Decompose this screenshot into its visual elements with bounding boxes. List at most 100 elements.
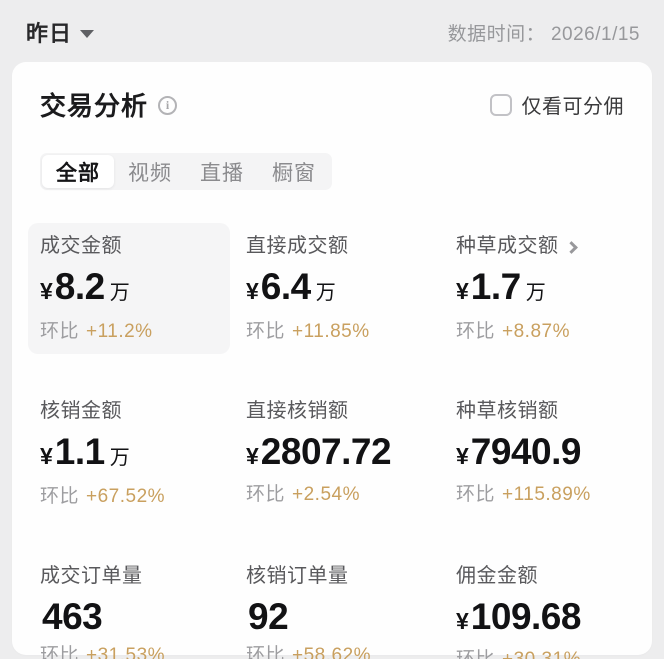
currency-symbol: ¥: [246, 278, 259, 304]
change-label: 环比: [456, 321, 496, 342]
change-value: +2.54%: [292, 484, 360, 505]
metric-value: 92: [246, 597, 428, 637]
metric-value: ¥1.1 万: [40, 432, 218, 478]
metric-label: 直接成交额: [246, 235, 349, 257]
metric-change: 环比 +58.62%: [246, 643, 428, 659]
currency-symbol: ¥: [40, 278, 53, 304]
metric-number: 1.7: [470, 266, 521, 307]
commission-filter[interactable]: 仅看可分佣: [489, 90, 625, 119]
metric-redeemed-amount[interactable]: 核销金额 ¥1.1 万 环比 +67.52%: [28, 388, 230, 519]
metric-value: ¥1.7 万: [456, 267, 624, 313]
metric-label: 核销金额: [40, 400, 122, 422]
metric-seeding-deal-amount[interactable]: 种草成交额 ¥1.7 万 环比 +8.87%: [444, 223, 636, 354]
metric-deal-amount[interactable]: 成交金额 ¥8.2 万 环比 +11.2%: [28, 223, 230, 354]
currency-symbol: ¥: [40, 443, 53, 469]
change-label: 环比: [246, 645, 286, 659]
unit-suffix: 万: [315, 282, 336, 304]
unit-suffix: 万: [525, 282, 546, 304]
card-header: 交易分析 仅看可分佣: [40, 86, 624, 123]
metric-direct-redeemed-amount[interactable]: 直接核销额 ¥2807.72 环比 +2.54%: [234, 388, 440, 519]
change-label: 环比: [40, 321, 80, 342]
metric-number: 109.68: [470, 596, 582, 637]
tab-live-label: 直播: [200, 161, 244, 185]
metric-label: 种草核销额: [456, 400, 559, 422]
unit-suffix: 万: [109, 447, 130, 469]
metric-redeemed-orders[interactable]: 核销订单量 92 环比 +58.62%: [234, 553, 440, 659]
change-value: +11.85%: [292, 321, 370, 342]
metric-change: 环比 +11.2%: [40, 319, 218, 344]
currency-symbol: ¥: [456, 278, 469, 304]
top-bar: 昨日 数据时间： 2026/1/15: [0, 0, 664, 62]
metric-value: ¥2807.72: [246, 432, 428, 476]
change-label: 环比: [246, 484, 286, 505]
metric-number: 2807.72: [260, 431, 392, 472]
change-value: +30.31%: [502, 647, 581, 659]
tab-all-label: 全部: [56, 161, 100, 185]
change-value: +115.89%: [502, 484, 591, 505]
metric-value: ¥7940.9: [456, 432, 624, 476]
metric-change: 环比 +11.85%: [246, 319, 428, 344]
metric-label: 种草成交额: [456, 233, 624, 260]
metric-value: ¥109.68: [456, 597, 624, 641]
change-label: 环比: [40, 645, 80, 659]
change-label: 环比: [456, 484, 496, 505]
metric-change: 环比 +2.54%: [246, 482, 428, 507]
caret-down-icon: [80, 29, 95, 38]
currency-symbol: ¥: [456, 443, 469, 469]
metric-label-text: 种草成交额: [456, 235, 559, 257]
transaction-analysis-card: 交易分析 仅看可分佣 全部 视频 直播 橱窗 成交金额 ¥8.2万 环比: [12, 62, 652, 659]
date-range-label: 昨日: [26, 21, 73, 46]
metric-label: 成交金额: [40, 235, 122, 257]
channel-tabs: 全部 视频 直播 橱窗: [40, 153, 332, 190]
change-label: 环比: [456, 647, 495, 659]
metric-deal-orders[interactable]: 成交订单量 463 环比 +31.53%: [28, 553, 230, 659]
metric-label: 佣金金额: [456, 565, 538, 587]
metric-direct-deal-amount[interactable]: 直接成交额 ¥6.4 万 环比 +11.85%: [234, 223, 440, 354]
metric-commission-amount[interactable]: 佣金金额 ¥109.68 环比 +30.31%: [444, 553, 636, 659]
unit-suffix: 万: [109, 282, 130, 304]
change-value: +67.52%: [86, 486, 166, 507]
tab-all[interactable]: 全部: [42, 155, 114, 188]
change-label: 环比: [246, 321, 286, 342]
metric-change: 环比 +67.52%: [40, 484, 218, 509]
metric-value: ¥6.4 万: [246, 267, 428, 313]
commission-checkbox[interactable]: [489, 93, 512, 116]
metric-value: 463: [40, 597, 218, 637]
tab-live[interactable]: 直播: [186, 155, 258, 188]
change-value: +31.53%: [86, 645, 166, 659]
info-icon[interactable]: [158, 96, 178, 115]
tab-showcase-label: 橱窗: [272, 161, 316, 185]
chevron-right-icon: [564, 240, 578, 254]
metric-label: 核销订单量: [246, 565, 349, 587]
metric-change: 环比 +31.53%: [40, 643, 218, 659]
metrics-grid: 成交金额 ¥8.2 万 环比 +11.2% 直接成交额 ¥6.4 万 环比 +11.…: [28, 223, 636, 659]
commission-filter-label: 仅看可分佣: [521, 96, 624, 118]
date-range-dropdown[interactable]: 昨日: [26, 16, 95, 48]
metric-number: 1.1: [54, 431, 105, 472]
change-value: +11.2%: [86, 321, 153, 342]
metric-label: 直接核销额: [246, 400, 349, 422]
change-value: +8.87%: [502, 321, 570, 342]
metric-change: 环比 +115.89%: [456, 482, 624, 507]
data-time-value: 2026/1/15: [550, 23, 640, 45]
metric-seeding-redeemed-amount[interactable]: 种草核销额 ¥7940.9 环比 +115.89%: [444, 388, 636, 519]
currency-symbol: ¥: [246, 443, 259, 469]
data-time-label: 数据时间：: [447, 23, 546, 45]
metric-number: 6.4: [260, 266, 311, 307]
tab-video[interactable]: 视频: [114, 155, 186, 188]
tab-showcase[interactable]: 橱窗: [258, 155, 330, 188]
data-time: 数据时间： 2026/1/15: [448, 19, 640, 46]
metric-value: ¥8.2 万: [40, 267, 218, 313]
page-title: 交易分析: [40, 91, 149, 121]
change-label: 环比: [40, 486, 80, 507]
metric-number: 7940.9: [470, 431, 582, 472]
metric-number: 463: [42, 596, 103, 637]
metric-change: 环比 +8.87%: [456, 319, 624, 344]
metric-number: 8.2: [54, 266, 105, 307]
metric-number: 92: [248, 596, 289, 637]
tab-video-label: 视频: [128, 161, 172, 185]
currency-symbol: ¥: [456, 608, 469, 634]
change-value: +58.62%: [292, 645, 372, 659]
metric-label: 成交订单量: [40, 565, 143, 587]
metric-change: 环比 +30.31%: [456, 647, 624, 659]
